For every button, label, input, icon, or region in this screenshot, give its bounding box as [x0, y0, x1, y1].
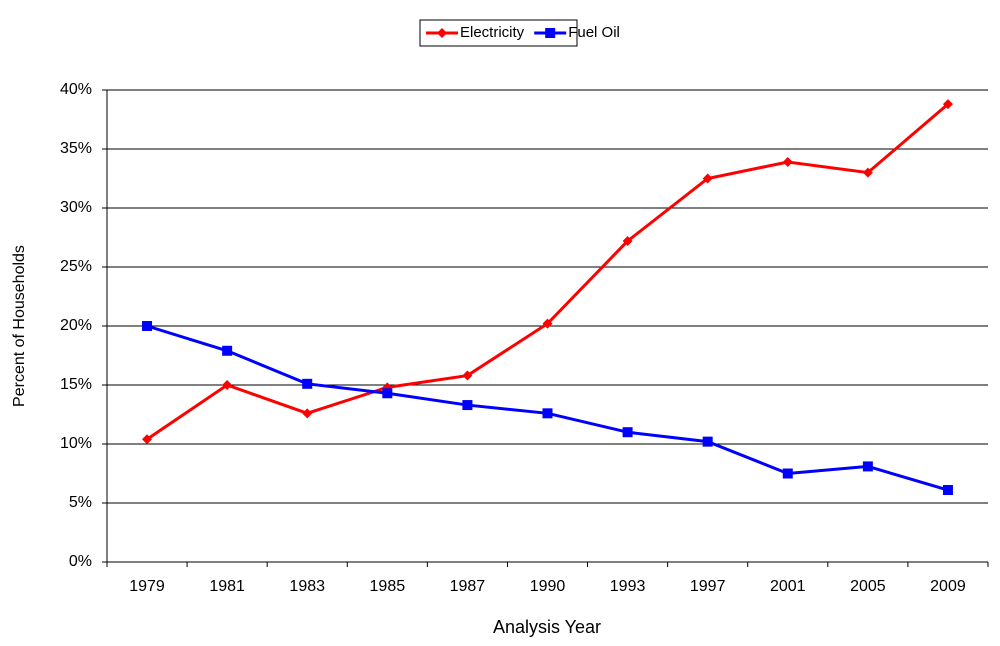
data-point — [782, 156, 793, 167]
legend-marker — [437, 28, 447, 38]
data-point — [462, 400, 473, 411]
y-tick-label: 10% — [60, 435, 92, 452]
legend-marker — [545, 28, 556, 38]
data-point — [942, 99, 953, 110]
data-point — [782, 468, 793, 479]
x-tick-label: 1993 — [610, 578, 646, 595]
series-line — [146, 103, 949, 441]
y-tick-label: 5% — [69, 494, 92, 511]
data-point — [702, 173, 713, 184]
x-tick-label: 2001 — [770, 578, 806, 595]
data-point — [142, 434, 153, 445]
data-point — [302, 378, 313, 389]
x-tick-label: 1987 — [450, 578, 486, 595]
data-point — [462, 370, 473, 381]
data-point — [542, 318, 553, 329]
y-tick-label: 15% — [60, 376, 92, 393]
data-point — [622, 236, 633, 247]
data-point — [222, 380, 233, 390]
data-point — [142, 321, 153, 331]
x-tick-label: 1985 — [370, 578, 406, 595]
y-axis-title: Percent of Households — [11, 245, 28, 407]
y-tick-label: 0% — [69, 553, 92, 570]
data-point — [222, 345, 233, 356]
y-tick-label: 40% — [60, 81, 92, 98]
legend-label: Electricity — [460, 24, 525, 41]
x-tick-label: 2005 — [850, 578, 886, 595]
x-axis-title: Analysis Year — [493, 617, 601, 637]
y-tick-label: 30% — [60, 199, 92, 216]
y-tick-label: 20% — [60, 317, 92, 334]
data-point — [862, 167, 873, 178]
x-tick-label: 2009 — [930, 578, 966, 595]
series-line — [146, 324, 949, 492]
data-point — [302, 408, 313, 419]
x-tick-label: 1990 — [530, 578, 566, 595]
data-point — [542, 408, 553, 419]
y-tick-label: 35% — [60, 140, 92, 157]
x-tick-label: 1997 — [690, 578, 726, 595]
x-tick-label: 1981 — [209, 578, 245, 595]
x-tick-label: 1979 — [129, 578, 165, 595]
y-tick-label: 25% — [60, 258, 92, 275]
data-point — [862, 461, 873, 472]
x-tick-label: 1983 — [289, 578, 325, 595]
data-point — [622, 427, 633, 438]
legend-label: Fuel Oil — [568, 24, 620, 41]
data-point — [942, 485, 953, 496]
data-point — [382, 388, 393, 399]
data-point — [702, 436, 713, 447]
